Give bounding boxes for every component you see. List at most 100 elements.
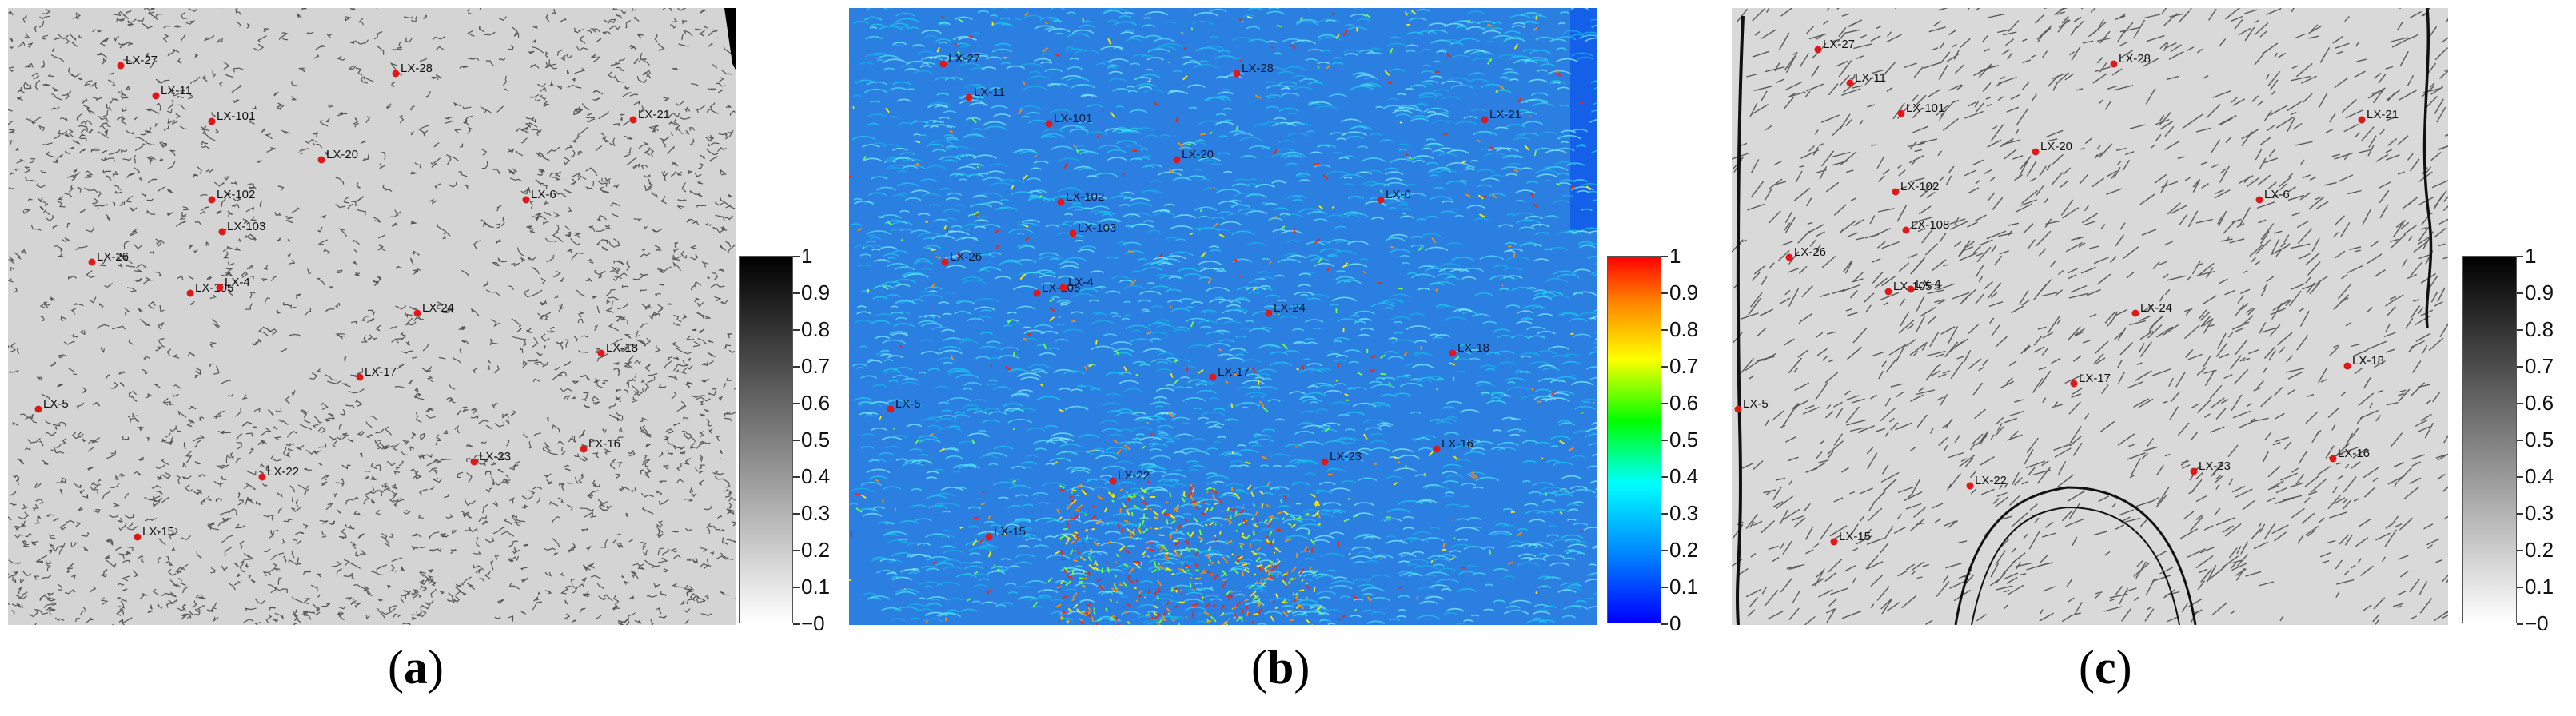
marker-lx-102: LX-102 xyxy=(208,188,255,204)
marker-label: LX-27 xyxy=(948,52,980,66)
marker-label: LX-18 xyxy=(606,341,638,355)
panel-c-crack-trace-map: LX-27 LX-11 LX-101 LX-28 LX-21 LX-20 LX-102 LX-… xyxy=(1732,8,2448,625)
caption-c: (c) xyxy=(2079,641,2132,694)
marker-lx-28: LX-28 xyxy=(392,62,433,78)
marker-dot xyxy=(186,289,194,297)
marker-lx-102: LX-102 xyxy=(1892,180,1939,196)
marker-lx-27: LX-27 xyxy=(939,52,980,68)
panel-c-crack-traces xyxy=(1732,8,2448,625)
marker-dot xyxy=(2070,380,2078,388)
colorbar-tick-label: 0.6 xyxy=(2516,391,2554,415)
marker-label: LX-21 xyxy=(2367,108,2399,121)
marker-dot xyxy=(1884,288,1892,296)
marker-label: LX-17 xyxy=(2079,372,2111,385)
marker-label: LX-105 xyxy=(195,281,233,295)
marker-dot xyxy=(1057,198,1065,206)
colorbar-tick-label: 0.5 xyxy=(2516,428,2554,451)
marker-lx-11: LX-11 xyxy=(1846,71,1886,87)
marker-lx-6: LX-6 xyxy=(2255,188,2290,204)
marker-lx-16: LX-16 xyxy=(580,437,620,453)
marker-dot xyxy=(887,405,895,413)
caption-a: (a) xyxy=(388,641,444,694)
marker-lx-24: LX-24 xyxy=(1265,301,1306,317)
colorbar-tick-label: 0.8 xyxy=(2516,317,2554,341)
marker-dot xyxy=(470,458,478,466)
colorbar-tick-label: 0.4 xyxy=(1661,464,1699,488)
marker-lx-26: LX-26 xyxy=(1785,245,1826,261)
marker-dot xyxy=(1814,46,1822,54)
marker-dot xyxy=(2343,362,2351,370)
marker-lx-4: LX-4 xyxy=(1907,277,1941,293)
marker-lx-11: LX-11 xyxy=(152,84,192,100)
marker-dot xyxy=(34,405,42,413)
marker-label: LX-17 xyxy=(365,365,397,379)
marker-dot xyxy=(580,445,588,453)
marker-dot xyxy=(1233,70,1241,78)
colorbar-tick-label: 0.5 xyxy=(792,428,831,451)
panel-b-crack-map-jet: LX-27 LX-11 LX-101 LX-28 LX-21 LX-20 LX-102 LX-… xyxy=(849,8,1597,625)
colorbar-a-gradient xyxy=(739,256,793,623)
colorbar-tick-label: 0.3 xyxy=(2516,501,2554,525)
marker-dot xyxy=(1033,289,1041,297)
colorbar-tick-label: 0.3 xyxy=(1661,501,1699,525)
marker-label: LX-11 xyxy=(974,86,1005,99)
marker-dot xyxy=(356,373,364,381)
marker-label: LX-5 xyxy=(895,397,921,411)
marker-lx-22: LX-22 xyxy=(1109,469,1150,485)
marker-lx-23: LX-23 xyxy=(2190,459,2231,475)
colorbar-tick-label: −0 xyxy=(2517,611,2549,635)
marker-dot xyxy=(1209,373,1217,381)
marker-label: LX-6 xyxy=(1386,188,1411,201)
marker-dot xyxy=(258,473,266,481)
marker-dot xyxy=(939,60,947,68)
marker-label: LX-101 xyxy=(1054,112,1092,125)
marker-label: LX-101 xyxy=(1906,101,1944,115)
colorbar-tick-label: 0.7 xyxy=(1661,354,1699,378)
marker-label: LX-22 xyxy=(1975,474,2007,487)
panel-b-background xyxy=(849,8,1597,625)
panel-a-crack-map-gray: LX-27 LX-11 LX-101 LX-28 LX-21 LX-20 LX-102 LX-… xyxy=(8,8,736,625)
colorbar-tick-label: 1 xyxy=(1661,244,1681,268)
marker-label: LX-28 xyxy=(2119,52,2151,66)
colorbar-tick-label: 0.3 xyxy=(792,501,831,525)
marker-dot xyxy=(1433,445,1441,453)
marker-dot xyxy=(1109,477,1117,485)
marker-lx-108: LX-108 xyxy=(1902,218,1949,234)
marker-dot xyxy=(2110,60,2118,68)
marker-lx-101: LX-101 xyxy=(1897,101,1944,117)
marker-label: LX-27 xyxy=(1823,38,1855,51)
marker-lx-27: LX-27 xyxy=(117,54,158,70)
marker-label: LX-23 xyxy=(2199,459,2231,473)
marker-lx-18: LX-18 xyxy=(597,341,638,357)
marker-label: LX-23 xyxy=(479,450,511,463)
sample-markers: LX-27 LX-11 LX-101 LX-28 LX-21 LX-20 LX-102 LX-… xyxy=(887,52,1521,541)
marker-label: LX-6 xyxy=(531,188,556,201)
colorbar-b-gradient xyxy=(1607,256,1661,623)
marker-dot xyxy=(1321,458,1329,466)
marker-dot xyxy=(2255,196,2263,204)
marker-dot xyxy=(1902,226,1910,234)
marker-dot xyxy=(1173,156,1181,164)
marker-lx-17: LX-17 xyxy=(1209,365,1250,381)
marker-label: LX-22 xyxy=(1118,469,1150,483)
marker-label: LX-21 xyxy=(638,108,670,121)
colorbar-tick-label: 0.8 xyxy=(1661,317,1699,341)
colorbar-tick-label: 0.5 xyxy=(1661,428,1699,451)
marker-dot xyxy=(629,116,637,124)
colorbar-tick-label: −0 xyxy=(793,611,825,635)
marker-lx-15: LX-15 xyxy=(1830,530,1871,546)
marker-dot xyxy=(597,349,605,357)
marker-label: LX-16 xyxy=(1442,437,1473,451)
marker-lx-11: LX-11 xyxy=(965,86,1005,101)
marker-label: LX-27 xyxy=(126,54,158,67)
marker-lx-103: LX-103 xyxy=(218,220,265,236)
marker-label: LX-24 xyxy=(1274,301,1306,315)
panel-c-major-fractures xyxy=(1736,8,2433,625)
marker-lx-16: LX-16 xyxy=(2329,447,2370,463)
sample-markers: LX-27 LX-11 LX-101 LX-28 LX-21 LX-20 LX-102 LX-… xyxy=(34,54,670,541)
marker-lx-28: LX-28 xyxy=(2110,52,2151,68)
marker-dot xyxy=(208,196,216,204)
marker-lx-22: LX-22 xyxy=(1966,474,2007,490)
marker-dot xyxy=(218,228,226,236)
marker-lx-26: LX-26 xyxy=(88,250,129,266)
